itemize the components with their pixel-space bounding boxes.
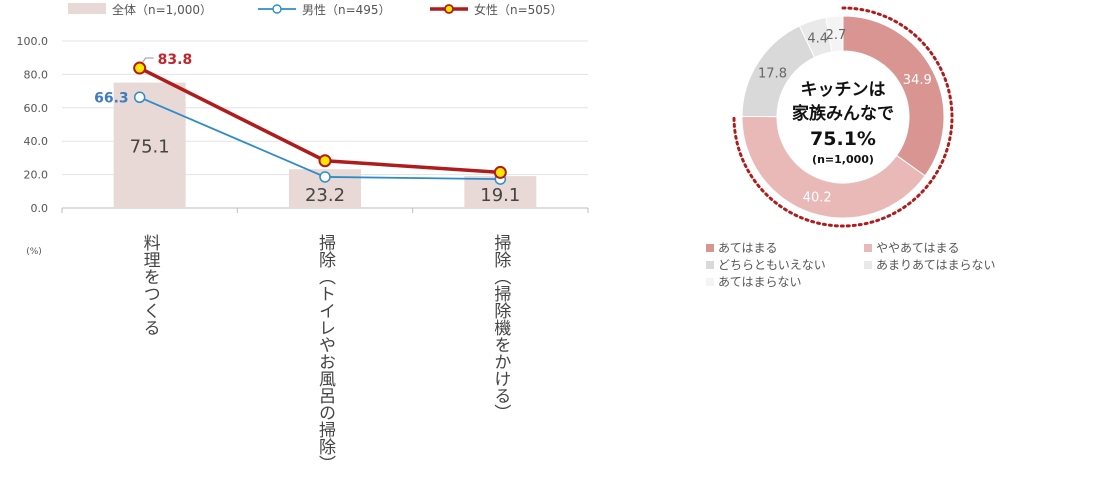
bar-value-label: 19.1 bbox=[480, 185, 520, 206]
center-title-line2: 家族みんなで bbox=[792, 103, 894, 124]
donut-center-text: キッチンは 家族みんなで 75.1% (n=1,000) bbox=[792, 80, 894, 166]
center-percentage: 75.1% bbox=[810, 128, 876, 150]
donut-slices bbox=[741, 15, 945, 219]
donut-chart: 34.9 40.2 17.8 4.42.7 キッチンは 家族みんなで 75.1% (n… bbox=[706, 6, 996, 289]
y-tick-label: 40.0 bbox=[24, 135, 49, 148]
series-marker bbox=[133, 61, 147, 75]
slice-value-label: 17.8 bbox=[758, 66, 787, 81]
legend-item: あまりあてはまらない bbox=[864, 258, 996, 272]
data-label: 66.3 bbox=[94, 90, 129, 106]
legend-marker bbox=[272, 4, 282, 14]
unit-label: (%) bbox=[26, 247, 42, 257]
legend-marker bbox=[444, 4, 454, 14]
bar-series: 75.1 23.2 19.1 bbox=[113, 82, 537, 208]
center-sample-size: (n=1,000) bbox=[812, 153, 874, 166]
category-label: 料理をつくる bbox=[140, 234, 161, 336]
y-tick-label: 100.0 bbox=[17, 35, 49, 48]
donut-slice bbox=[825, 15, 844, 53]
legend-swatch bbox=[864, 261, 872, 269]
legend-label: 全体（n=1,000） bbox=[112, 2, 212, 17]
label-leader bbox=[142, 57, 154, 63]
category-label: 掃除（掃除機をかける） bbox=[490, 234, 511, 421]
donut-slice bbox=[842, 15, 945, 177]
legend-swatch bbox=[706, 261, 714, 269]
series-line bbox=[139, 96, 501, 181]
center-title-line1: キッチンは bbox=[801, 80, 886, 100]
legend-swatch bbox=[68, 3, 106, 14]
legend-item: どちらともいえない bbox=[706, 258, 826, 272]
legend-item: あてはまる bbox=[706, 241, 778, 255]
slice-value-label: 40.2 bbox=[803, 190, 832, 205]
legend-item: 男性（n=495） bbox=[258, 3, 391, 17]
chart-legend: 全体（n=1,000） 男性（n=495） 女性（n=505） bbox=[68, 2, 563, 17]
donut-slice bbox=[741, 115, 926, 219]
legend-item: あてはまらない bbox=[706, 275, 802, 289]
line-series: 66.3 83.8 bbox=[94, 52, 507, 185]
legend-item: ややあてはまる bbox=[864, 241, 960, 255]
legend-label: あてはまる bbox=[718, 241, 778, 255]
legend-swatch bbox=[706, 244, 714, 252]
category-label: 掃除（トイレやお風呂の掃除） bbox=[315, 234, 336, 472]
series-marker bbox=[319, 171, 331, 183]
slice-value-label: 4.4 bbox=[807, 31, 828, 46]
legend-label: 男性（n=495） bbox=[302, 3, 391, 17]
y-tick-label: 80.0 bbox=[24, 68, 49, 81]
series-marker bbox=[318, 154, 332, 168]
legend-swatch bbox=[706, 278, 714, 286]
legend-label: あまりあてはまらない bbox=[876, 258, 996, 272]
legend-label: 女性（n=505） bbox=[474, 2, 563, 17]
bar-value-label: 75.1 bbox=[130, 137, 170, 158]
y-tick-label: 60.0 bbox=[24, 102, 49, 115]
bar bbox=[113, 82, 186, 208]
series-marker bbox=[133, 91, 146, 104]
bar-value-label: 23.2 bbox=[305, 185, 345, 206]
comparison-chart: 全体（n=1,000） 男性（n=495） 女性（n=505） 0.0 20.0 40.… bbox=[17, 2, 589, 472]
data-label: 83.8 bbox=[158, 52, 193, 68]
x-axis-categories: 料理をつくる 掃除（トイレやお風呂の掃除） 掃除（掃除機をかける） bbox=[140, 234, 511, 472]
legend-swatch bbox=[864, 244, 872, 252]
legend-label: どちらともいえない bbox=[718, 258, 826, 272]
legend-item: 女性（n=505） bbox=[430, 2, 563, 17]
y-tick-label: 20.0 bbox=[24, 169, 49, 182]
slice-value-label: 2.7 bbox=[826, 28, 847, 43]
y-tick-label: 0.0 bbox=[31, 202, 49, 215]
y-axis-ticks: 0.0 20.0 40.0 60.0 80.0 100.0 bbox=[17, 35, 49, 215]
legend-label: ややあてはまる bbox=[876, 241, 960, 255]
slice-value-label: 34.9 bbox=[903, 73, 932, 88]
donut-slice-labels: 34.9 40.2 17.8 4.42.7 bbox=[758, 28, 932, 206]
highlight-dotted-arc bbox=[732, 6, 954, 228]
series-marker bbox=[493, 165, 507, 179]
legend-label: あてはまらない bbox=[718, 275, 802, 289]
legend-item: 全体（n=1,000） bbox=[68, 2, 212, 17]
